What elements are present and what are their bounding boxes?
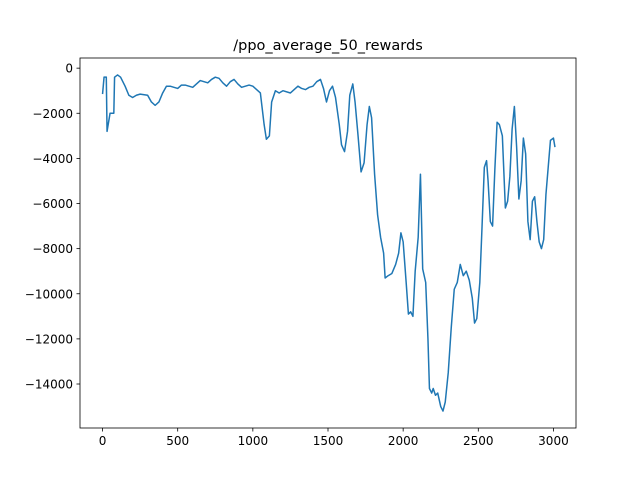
x-tick-label: 500 bbox=[166, 434, 189, 448]
y-tick-label: −8000 bbox=[32, 242, 73, 256]
y-tick-label: −6000 bbox=[32, 197, 73, 211]
x-tick-label: 1000 bbox=[238, 434, 269, 448]
chart-title: /ppo_average_50_rewards bbox=[233, 38, 423, 54]
y-tick-label: −12000 bbox=[25, 332, 73, 346]
x-tick-label: 2000 bbox=[388, 434, 419, 448]
y-tick-label: 0 bbox=[65, 62, 73, 76]
x-tick-label: 1500 bbox=[313, 434, 344, 448]
x-tick-label: 2500 bbox=[463, 434, 494, 448]
y-tick-label: −14000 bbox=[25, 378, 73, 392]
x-tick-label: 3000 bbox=[538, 434, 569, 448]
line-series bbox=[101, 74, 556, 412]
y-tick-label: −2000 bbox=[32, 107, 73, 121]
y-tick-label: −4000 bbox=[32, 152, 73, 166]
x-tick-label: 0 bbox=[99, 434, 107, 448]
y-tick-label: −10000 bbox=[25, 287, 73, 301]
